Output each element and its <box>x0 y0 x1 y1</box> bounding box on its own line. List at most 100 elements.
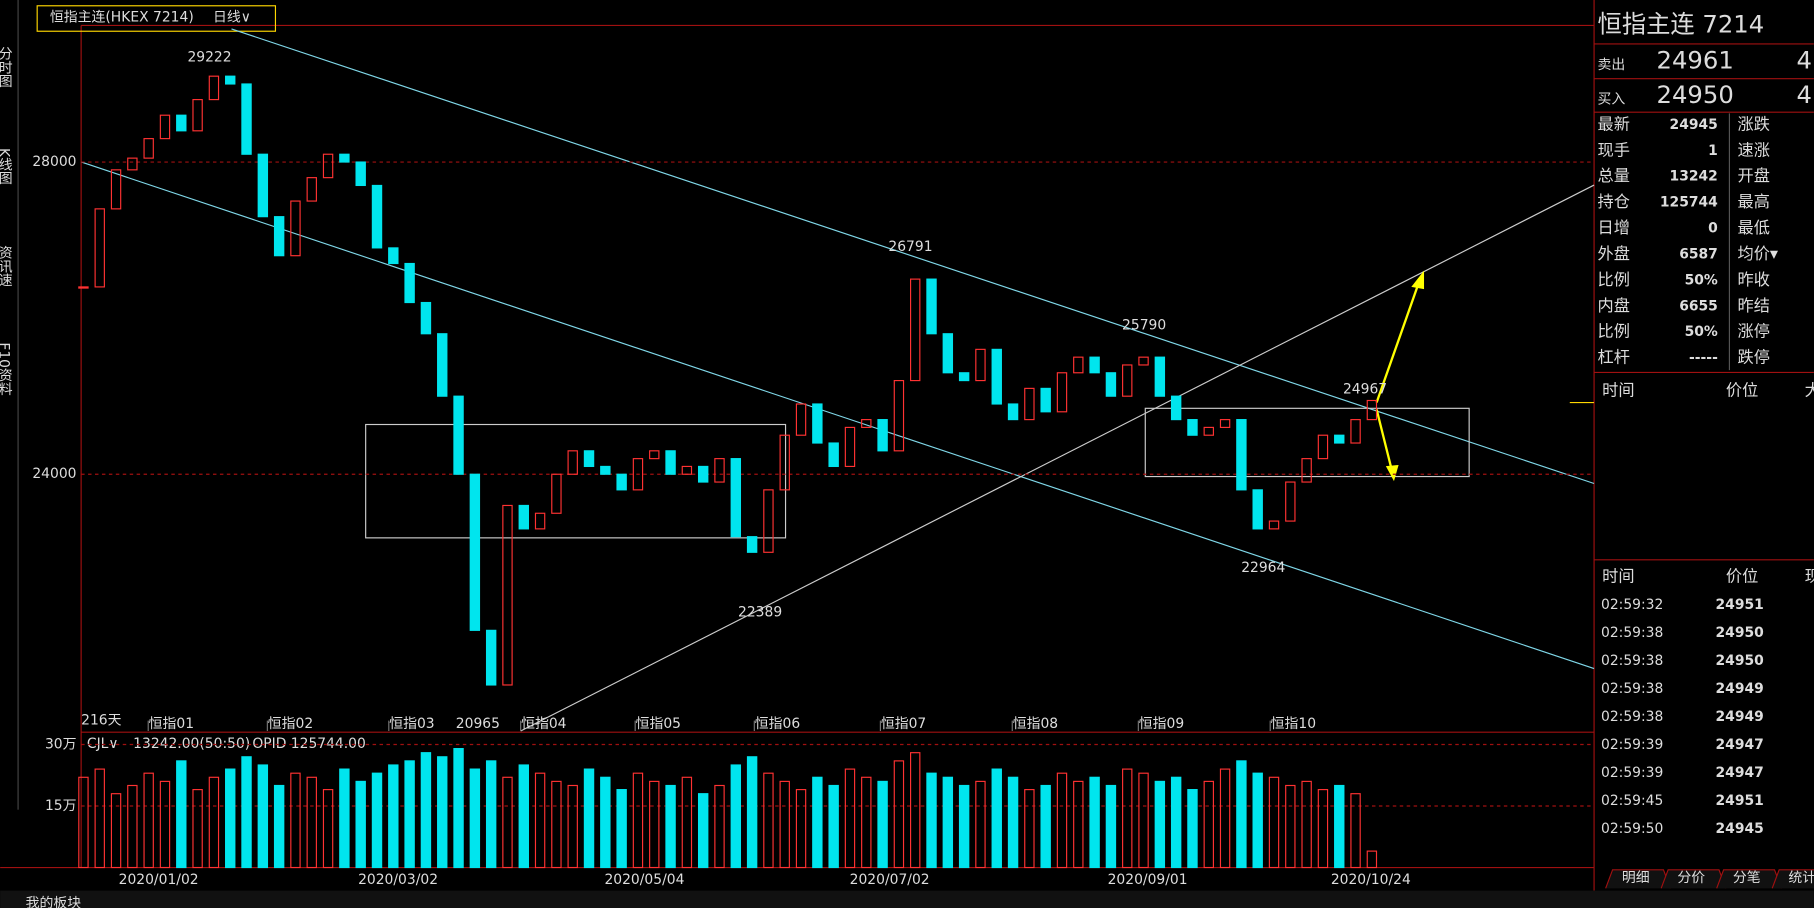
volume-bar <box>225 768 236 869</box>
sidebar-tab[interactable]: 资讯速 <box>0 245 13 288</box>
volume-bar <box>697 793 709 869</box>
candle <box>1073 356 1084 374</box>
candle <box>437 333 448 397</box>
panel-tab[interactable]: 分笔 <box>1733 870 1761 886</box>
candle <box>714 458 725 483</box>
candle <box>78 286 89 289</box>
volume-bar <box>485 760 497 869</box>
trade-time: 02:59:45 <box>1601 793 1663 809</box>
volume-bar <box>1203 780 1214 869</box>
tab-shape[interactable] <box>1771 869 1814 889</box>
volume-bar <box>746 756 758 869</box>
month-label: 恒指09 <box>1139 716 1184 732</box>
candle <box>453 395 464 475</box>
candle <box>1301 458 1312 483</box>
sidebar-tab[interactable]: F10资料 <box>0 342 13 396</box>
volume-bar <box>208 776 220 869</box>
sidebar-tab[interactable]: 分时图 <box>0 46 13 88</box>
quote-value: 125744 <box>1660 195 1718 211</box>
trade-time: 02:59:50 <box>1601 821 1663 837</box>
volume-bar <box>1268 776 1280 869</box>
volume-bar <box>1236 760 1247 869</box>
trade-time: 02:59:39 <box>1601 765 1663 781</box>
volume-bar <box>665 784 676 869</box>
candle <box>910 278 921 382</box>
volume-bar <box>1252 772 1263 869</box>
column-header: 时间 <box>1602 380 1634 399</box>
sell-price: 24961 <box>1657 45 1734 74</box>
month-label: 恒指07 <box>881 716 926 732</box>
quote-label: 速涨 <box>1738 140 1770 159</box>
candle <box>502 504 513 686</box>
quote-label: 涨跌 <box>1738 114 1770 133</box>
quote-value: 50% <box>1685 272 1718 288</box>
peak-label: 25790 <box>1122 317 1166 333</box>
candle <box>94 208 105 288</box>
candle <box>355 161 366 187</box>
instrument-label[interactable]: 恒指主连(HKEX 7214) <box>50 9 194 25</box>
candle <box>225 75 236 85</box>
volume-bar <box>127 784 138 869</box>
volume-bar <box>763 772 774 869</box>
volume-bar <box>714 784 725 869</box>
candle <box>322 153 334 179</box>
candle <box>861 419 872 428</box>
candle <box>1105 372 1117 397</box>
panel-tab[interactable]: 统计 <box>1788 870 1814 886</box>
volume-bar <box>632 772 644 869</box>
quote-label: 均价▾ <box>1738 244 1779 263</box>
candle <box>192 99 203 132</box>
volume-bar <box>518 764 529 869</box>
quote-label: 比例 <box>1598 270 1630 289</box>
trade-price: 24947 <box>1716 737 1764 753</box>
sell-label: 卖出 <box>1598 57 1626 73</box>
trade-price: 24950 <box>1716 653 1764 669</box>
candle <box>290 200 301 257</box>
volume-text: 13242.00(50:50) <box>133 736 250 752</box>
candle <box>257 153 269 218</box>
volume-bar <box>241 756 252 869</box>
range-box <box>1144 407 1470 478</box>
volume-bar <box>1301 780 1312 869</box>
footer-text: 我的板块 <box>26 895 82 908</box>
quote-label: 开盘 <box>1738 166 1770 185</box>
day-count: 216天 <box>81 713 121 729</box>
peak-label: 29222 <box>187 49 231 65</box>
candle <box>273 216 285 257</box>
candle <box>991 348 1002 405</box>
quote-label: 现手 <box>1598 140 1630 159</box>
volume-bar <box>534 772 546 869</box>
quote-label: 昨结 <box>1738 296 1770 315</box>
candle <box>567 450 578 475</box>
quote-value: 24945 <box>1670 117 1718 133</box>
quote-value: 13242 <box>1670 169 1718 185</box>
column-header: 价位 <box>1726 380 1758 399</box>
volume-bar <box>78 776 89 869</box>
candle <box>665 450 676 475</box>
candle <box>893 380 905 452</box>
month-label: 恒指10 <box>1271 716 1316 732</box>
candle <box>583 450 595 468</box>
sidebar-border <box>17 0 19 810</box>
sidebar-tab[interactable]: K线图 <box>0 148 13 185</box>
indicator-name[interactable]: CJL∨ <box>87 736 119 752</box>
quote-label: 总量 <box>1598 166 1630 185</box>
month-label: 恒指08 <box>1013 716 1058 732</box>
candle <box>339 153 350 163</box>
volume-bar <box>94 768 105 869</box>
candle <box>485 629 497 686</box>
candle <box>1122 364 1133 397</box>
panel-tab[interactable]: 分价 <box>1677 870 1705 886</box>
candle <box>176 114 187 132</box>
volume-bar <box>991 768 1002 869</box>
panel-tab[interactable]: 明细 <box>1622 870 1650 886</box>
trade-price: 24950 <box>1716 625 1764 641</box>
trade-time: 02:59:38 <box>1601 709 1663 725</box>
period-select[interactable]: 日线∨ <box>213 9 251 25</box>
month-label: 恒指03 <box>389 716 434 732</box>
y-tick-label: 15万 <box>45 798 77 814</box>
candle <box>1138 356 1149 366</box>
peak-label: 22964 <box>1241 560 1285 576</box>
candle <box>844 426 856 468</box>
volume-bar <box>273 784 285 869</box>
